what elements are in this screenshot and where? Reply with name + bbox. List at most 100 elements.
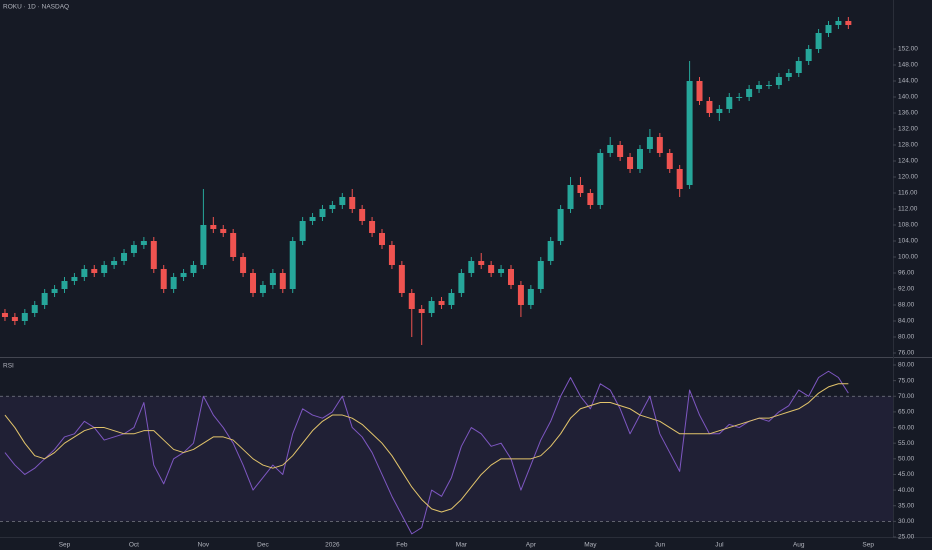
y-tick-label: 50.00: [898, 456, 915, 463]
candle-body: [349, 197, 356, 209]
candle-body: [607, 145, 614, 153]
x-tick-label: Dec: [257, 542, 269, 549]
candle-body: [696, 81, 703, 101]
candle-body: [795, 61, 802, 73]
candle-body: [815, 33, 822, 49]
candle-body: [329, 205, 336, 209]
candle-body: [240, 257, 247, 273]
candle-body: [150, 241, 157, 269]
y-tick-label: 148.00: [898, 62, 918, 69]
candle-body: [567, 185, 574, 209]
candle-body: [488, 265, 495, 273]
y-tick-label: 132.00: [898, 126, 918, 133]
y-tick-label: 60.00: [898, 424, 915, 431]
y-tick-label: 152.00: [898, 46, 918, 53]
candle-body: [557, 209, 564, 241]
y-tick-label: 76.00: [898, 350, 915, 357]
candle-body: [299, 221, 306, 241]
candle-body: [676, 169, 683, 189]
y-tick-label: 124.00: [898, 158, 918, 165]
y-tick-label: 116.00: [898, 190, 918, 197]
y-tick-label: 92.00: [898, 286, 915, 293]
candle-body: [716, 109, 723, 113]
candle-body: [408, 293, 415, 309]
candle-body: [71, 277, 78, 281]
y-tick-label: 128.00: [898, 142, 918, 149]
candle-body: [686, 81, 693, 185]
candle-body: [21, 313, 28, 321]
y-tick-label: 65.00: [898, 409, 915, 416]
x-tick-label: Aug: [793, 542, 805, 549]
candle-body: [388, 245, 395, 265]
x-tick-label: Apr: [526, 542, 537, 549]
candle-body: [756, 85, 763, 89]
candle-body: [765, 85, 772, 86]
candle-body: [597, 153, 604, 205]
candle-body: [577, 185, 584, 193]
candle-body: [498, 269, 505, 273]
x-tick-label: Jun: [655, 542, 666, 549]
y-tick-label: 84.00: [898, 318, 915, 325]
x-tick-label: Sep: [59, 542, 71, 549]
candle-body: [210, 225, 217, 229]
y-tick-label: 140.00: [898, 94, 918, 101]
candle-body: [825, 25, 832, 33]
candle-body: [220, 229, 227, 233]
y-tick-label: 100.00: [898, 254, 918, 261]
y-tick-label: 55.00: [898, 440, 915, 447]
candle-body: [835, 21, 842, 25]
x-tick-label: Nov: [198, 542, 210, 549]
y-tick-label: 30.00: [898, 518, 915, 525]
candle-body: [448, 293, 455, 305]
y-tick-label: 88.00: [898, 302, 915, 309]
candle-body: [170, 277, 177, 289]
candle-body: [736, 97, 743, 98]
y-tick-label: 96.00: [898, 270, 915, 277]
candle-body: [31, 305, 38, 313]
y-tick-label: 75.00: [898, 377, 915, 384]
candle-body: [61, 281, 68, 289]
y-tick-label: 104.00: [898, 238, 918, 245]
candle-body: [458, 273, 465, 293]
candle-body: [101, 265, 108, 273]
candle-body: [140, 241, 147, 245]
candle-body: [379, 233, 386, 245]
x-tick-label: Feb: [396, 542, 408, 549]
x-tick-label: Jul: [715, 542, 724, 549]
candle-body: [627, 157, 634, 169]
candle-body: [121, 253, 128, 261]
chart-title: ROKU · 1D · NASDAQ: [3, 4, 69, 11]
y-tick-label: 136.00: [898, 110, 918, 117]
candle-body: [617, 145, 624, 157]
candle-body: [130, 245, 137, 253]
y-tick-label: 45.00: [898, 471, 915, 478]
candle-body: [537, 261, 544, 289]
y-tick-label: 144.00: [898, 78, 918, 85]
candle-body: [785, 73, 792, 77]
indicator-line: [4, 383, 849, 513]
y-tick-label: 40.00: [898, 487, 915, 494]
candle-body: [428, 301, 435, 313]
candle-body: [646, 137, 653, 149]
indicator-line: [4, 370, 849, 535]
candle-body: [180, 273, 187, 277]
candle-body: [636, 149, 643, 169]
y-tick-label: 80.00: [898, 362, 915, 369]
candle-body: [1, 313, 8, 317]
candle-body: [259, 285, 266, 293]
rsi-band-fill: [0, 396, 893, 522]
candle-body: [319, 209, 326, 217]
candle-body: [111, 261, 118, 265]
candle-body: [190, 265, 197, 273]
candle-body: [438, 301, 445, 305]
candle-body: [517, 285, 524, 305]
y-tick-label: 80.00: [898, 334, 915, 341]
candle-body: [478, 261, 485, 265]
candle-body: [51, 289, 58, 293]
x-tick-label: Sep: [862, 542, 874, 549]
candle-body: [398, 265, 405, 293]
y-tick-label: 108.00: [898, 222, 918, 229]
